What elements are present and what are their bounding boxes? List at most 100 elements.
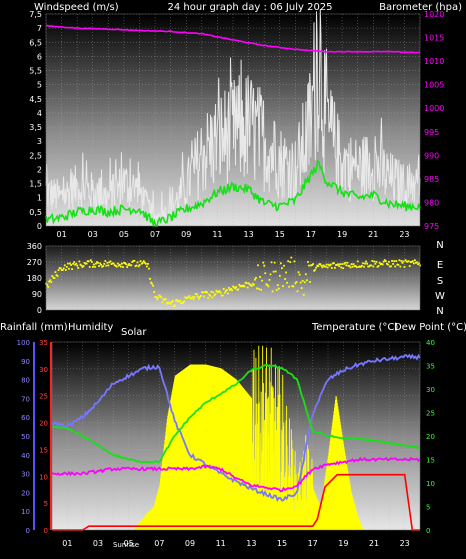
solar-bar <box>148 512 150 530</box>
direction-point <box>379 263 382 266</box>
direction-point <box>197 297 200 300</box>
direction-point <box>245 282 248 285</box>
solar-bar <box>308 449 310 530</box>
solar-bar <box>280 500 282 530</box>
solar-bar <box>199 364 201 530</box>
wind-tick-label: 0,5 <box>29 208 42 217</box>
direction-point <box>177 300 179 303</box>
solar-bar <box>214 366 216 530</box>
direction-point <box>145 265 148 268</box>
wind-x-tick-label: 03 <box>88 230 98 239</box>
direction-point <box>249 284 252 287</box>
solar-bar <box>360 524 362 530</box>
direction-point <box>175 299 177 302</box>
solar-bar <box>239 383 241 530</box>
solar-bar <box>151 508 153 530</box>
solar-bar <box>331 426 333 530</box>
solar-bar <box>344 453 346 530</box>
solar-bar <box>328 452 330 530</box>
solar-bar <box>304 484 306 530</box>
temperature-line <box>51 363 420 464</box>
solar-bar <box>249 395 251 530</box>
wind-tick-label: 3,5 <box>29 123 42 132</box>
direction-point <box>50 281 53 283</box>
direction-point <box>187 295 190 298</box>
solar-bar <box>268 364 270 530</box>
direction-point <box>70 264 72 266</box>
direction-point <box>168 301 171 304</box>
solar-bar <box>353 502 355 530</box>
direction-point <box>223 291 226 294</box>
solar-bar <box>164 440 166 530</box>
direction-point <box>118 263 121 266</box>
direction-point <box>68 267 70 270</box>
solar-bar <box>341 434 343 530</box>
humidity-tick-label: 100 <box>17 339 30 347</box>
direction-point <box>109 260 112 263</box>
direction-point <box>78 260 81 263</box>
direction-point <box>237 288 240 291</box>
temp-tick-label: 35 <box>426 363 435 371</box>
direction-point <box>383 259 386 262</box>
solar-bar <box>174 375 176 530</box>
solar-bar <box>136 526 138 530</box>
solar-bar <box>204 364 206 530</box>
solar-bar <box>297 505 299 530</box>
wind-x-tick-label: 17 <box>306 230 316 239</box>
direction-point <box>108 261 111 264</box>
direction-point <box>344 261 347 264</box>
solar-bar <box>283 422 285 530</box>
direction-point <box>183 300 186 303</box>
solar-bar <box>361 526 363 530</box>
solar-bar <box>204 364 206 530</box>
direction-point <box>55 274 58 276</box>
compass-label: E <box>437 260 443 271</box>
solar-bar <box>319 504 321 530</box>
direction-tick-label: 360 <box>27 242 42 251</box>
direction-point <box>102 265 105 268</box>
solar-bar <box>262 430 264 530</box>
humidity-tick-label: 60 <box>21 414 30 422</box>
direction-point <box>312 263 314 265</box>
temp-x-tick-label: 01 <box>62 539 72 548</box>
temp-plot-border <box>51 341 421 531</box>
direction-point <box>80 264 83 267</box>
solar-bar <box>356 511 357 530</box>
solar-bar <box>236 379 238 530</box>
direction-point <box>182 301 185 304</box>
solar-bar <box>152 507 154 530</box>
direction-point <box>268 278 271 281</box>
solar-bar <box>329 441 331 530</box>
direction-point <box>244 281 247 284</box>
solar-bar <box>333 414 334 530</box>
solar-bar <box>294 450 296 530</box>
direction-point <box>63 264 66 267</box>
barometer-tick-label: 1005 <box>424 81 444 90</box>
solar-bar <box>160 478 161 530</box>
solar-bar <box>136 525 138 530</box>
direction-point <box>67 262 69 265</box>
direction-point <box>77 267 80 269</box>
direction-point <box>49 279 52 282</box>
direction-point <box>402 260 405 263</box>
solar-bar <box>260 391 262 530</box>
direction-point <box>248 283 251 286</box>
direction-point <box>385 262 388 265</box>
solar-bar <box>192 364 194 530</box>
solar-bar <box>285 420 287 530</box>
solar-bar <box>302 457 304 530</box>
wind-x-tick-label: 15 <box>275 230 285 239</box>
direction-point <box>336 264 338 266</box>
direction-point <box>111 262 114 265</box>
solar-bar <box>171 392 173 530</box>
solar-bar <box>327 456 329 530</box>
solar-bar <box>168 410 170 530</box>
direction-point <box>152 284 155 287</box>
solar-bar <box>357 518 359 530</box>
temp-x-tick-label: 21 <box>369 539 379 548</box>
solar-bar <box>354 504 356 530</box>
solar-bar <box>231 376 233 530</box>
rain-tick-label: 20 <box>39 420 48 428</box>
solar-bar <box>239 384 241 530</box>
solar-bar <box>198 364 200 530</box>
